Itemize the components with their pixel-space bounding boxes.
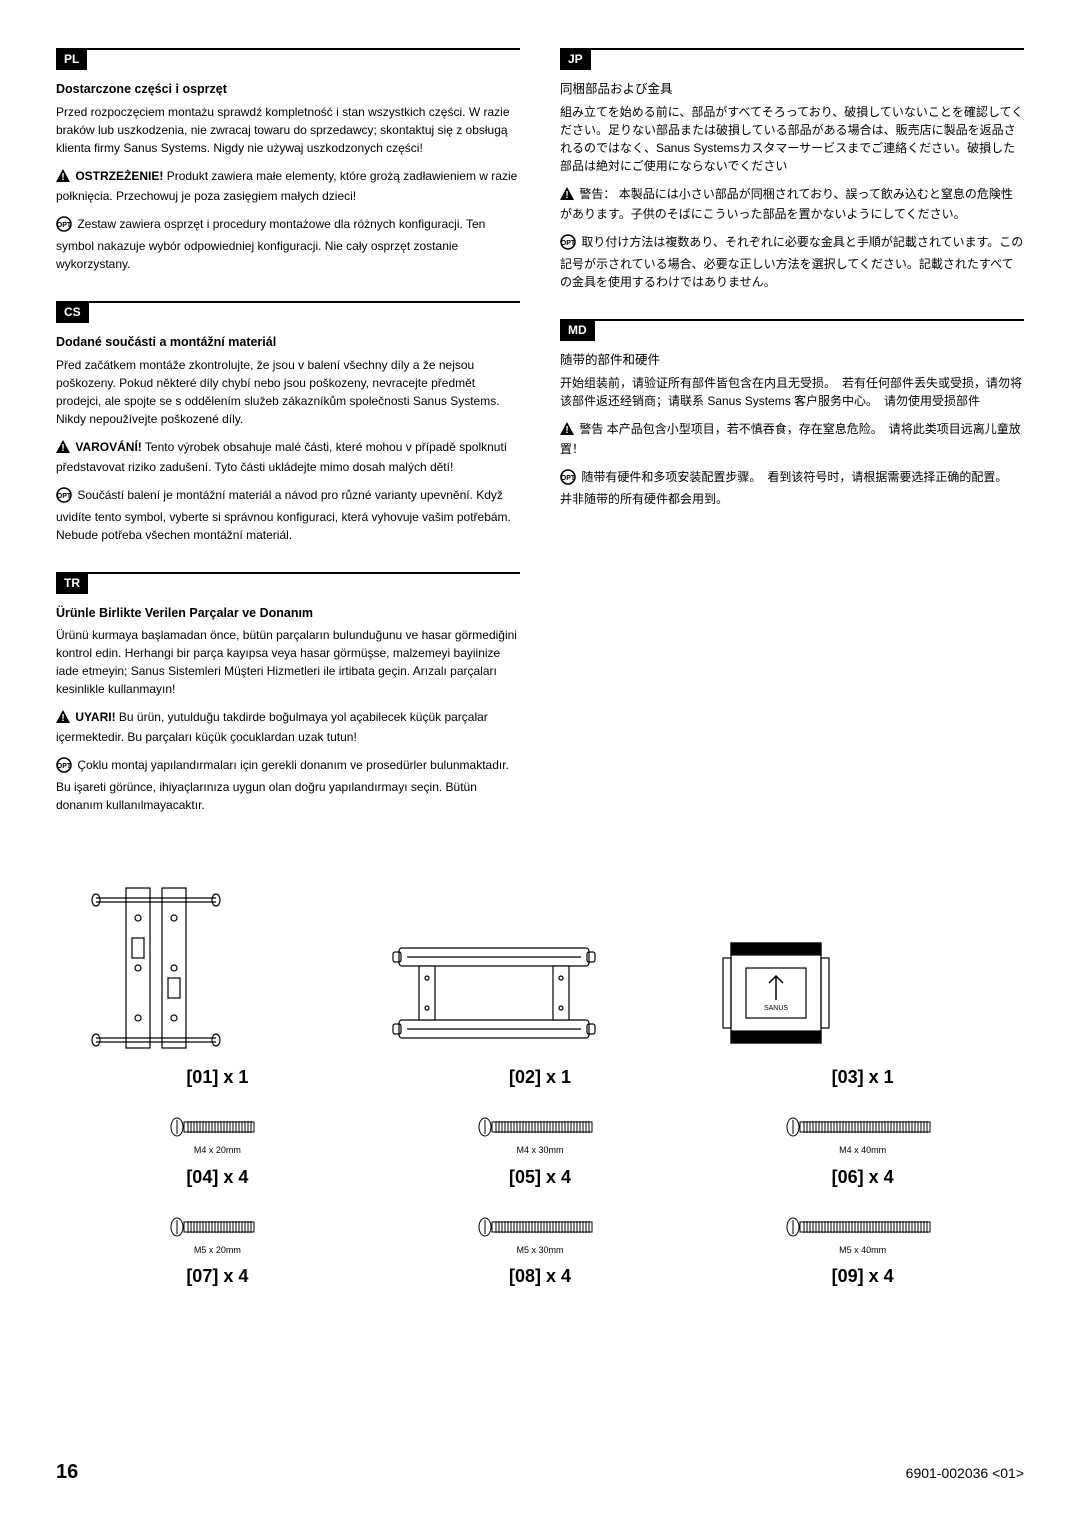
screw-spec: M5 x 40mm bbox=[701, 1244, 1024, 1258]
screw-item: M5 x 30mm [08] x 4 bbox=[379, 1217, 702, 1291]
screw-spec: M4 x 40mm bbox=[701, 1144, 1024, 1158]
part-03: SANUS [03] x 1 bbox=[701, 928, 1024, 1091]
lang-header: MD bbox=[560, 319, 1024, 341]
screw-spec: M4 x 30mm bbox=[379, 1144, 702, 1158]
page-number: 16 bbox=[56, 1457, 78, 1487]
warning-icon: ! bbox=[56, 710, 70, 728]
svg-text:OPT: OPT bbox=[57, 222, 72, 229]
svg-text:OPT: OPT bbox=[561, 240, 576, 247]
part-02: [02] x 1 bbox=[379, 928, 702, 1091]
opt-text: OPT 取り付け方法は複数あり、それぞれに必要な金具と手順が記載されています。こ… bbox=[560, 233, 1024, 291]
warning-text: ! OSTRZEŻENIE! Produkt zawiera małe elem… bbox=[56, 167, 520, 205]
lang-code: TR bbox=[56, 572, 88, 594]
part-label: [06] x 4 bbox=[701, 1164, 1024, 1191]
lang-block-jp: JP 同梱部品および金具 組み立てを始める前に、部品がすべてそろっており、破損し… bbox=[560, 48, 1024, 291]
warning-text: ! 警告 本产品包含小型项目，若不慎吞食，存在窒息危险。 请将此类项目远离儿童放… bbox=[560, 420, 1024, 458]
lang-code: PL bbox=[56, 48, 87, 70]
body-text: Przed rozpoczęciem montażu sprawdź kompl… bbox=[56, 103, 520, 157]
screw-spec: M4 x 20mm bbox=[56, 1144, 379, 1158]
opt-icon: OPT bbox=[560, 469, 576, 490]
part-label: [03] x 1 bbox=[701, 1064, 1024, 1091]
warning-icon: ! bbox=[56, 169, 70, 187]
screw-item: M4 x 30mm [05] x 4 bbox=[379, 1117, 702, 1191]
body-text: Ürünü kurmaya başlamadan önce, bütün par… bbox=[56, 626, 520, 698]
svg-text:SANUS: SANUS bbox=[764, 1005, 788, 1012]
lang-header: JP bbox=[560, 48, 1024, 70]
screw-item: M4 x 40mm [06] x 4 bbox=[701, 1117, 1024, 1191]
lang-code: JP bbox=[560, 48, 591, 70]
svg-text:!: ! bbox=[565, 190, 568, 200]
section-title: Ürünle Birlikte Verilen Parçalar ve Dona… bbox=[56, 604, 520, 623]
screw-spec: M5 x 20mm bbox=[56, 1244, 379, 1258]
section-title: Dostarczone części i osprzęt bbox=[56, 80, 520, 99]
warning-icon: ! bbox=[560, 187, 574, 205]
part-label: [08] x 4 bbox=[379, 1263, 702, 1290]
svg-text:OPT: OPT bbox=[57, 763, 72, 770]
opt-text: OPT Zestaw zawiera osprzęt i procedury m… bbox=[56, 215, 520, 273]
screw-item: M5 x 20mm [07] x 4 bbox=[56, 1217, 379, 1291]
svg-text:!: ! bbox=[61, 713, 64, 723]
footer: 16 6901-002036 <01> bbox=[56, 1457, 1024, 1487]
section-title: 随带的部件和硬件 bbox=[560, 351, 1024, 370]
section-title: 同梱部品および金具 bbox=[560, 80, 1024, 99]
body-text: 組み立てを始める前に、部品がすべてそろっており、破損していないことを確認してくだ… bbox=[560, 103, 1024, 175]
part-label: [02] x 1 bbox=[379, 1064, 702, 1091]
svg-text:!: ! bbox=[565, 425, 568, 435]
part-01: [01] x 1 bbox=[56, 878, 379, 1091]
warning-icon: ! bbox=[560, 422, 574, 440]
section-title: Dodané součásti a montážní materiál bbox=[56, 333, 520, 352]
opt-icon: OPT bbox=[56, 487, 72, 508]
part-label: [07] x 4 bbox=[56, 1263, 379, 1290]
warning-icon: ! bbox=[56, 440, 70, 458]
opt-icon: OPT bbox=[56, 216, 72, 237]
part-label: [01] x 1 bbox=[56, 1064, 379, 1091]
parts-section: [01] x 1 [02] x 1 bbox=[56, 878, 1024, 1290]
lang-header: CS bbox=[56, 301, 520, 323]
lang-block-md: MD 随带的部件和硬件 开始组装前，请验证所有部件皆包含在内且无受损。 若有任何… bbox=[560, 319, 1024, 508]
lang-code: MD bbox=[560, 319, 595, 341]
svg-text:!: ! bbox=[61, 443, 64, 453]
svg-text:OPT: OPT bbox=[57, 493, 72, 500]
screw-spec: M5 x 30mm bbox=[379, 1244, 702, 1258]
document-number: 6901-002036 <01> bbox=[906, 1463, 1024, 1484]
screw-item: M4 x 20mm [04] x 4 bbox=[56, 1117, 379, 1191]
opt-icon: OPT bbox=[560, 234, 576, 255]
body-text: Před začátkem montáže zkontrolujte, že j… bbox=[56, 356, 520, 428]
part-label: [04] x 4 bbox=[56, 1164, 379, 1191]
lang-code: CS bbox=[56, 301, 89, 323]
screw-item: M5 x 40mm [09] x 4 bbox=[701, 1217, 1024, 1291]
lang-block-tr: TR Ürünle Birlikte Verilen Parçalar ve D… bbox=[56, 572, 520, 815]
opt-icon: OPT bbox=[56, 757, 72, 778]
part-label: [09] x 4 bbox=[701, 1263, 1024, 1290]
lang-header: PL bbox=[56, 48, 520, 70]
opt-text: OPT Çoklu montaj yapılandırmaları için g… bbox=[56, 756, 520, 814]
lang-header: TR bbox=[56, 572, 520, 594]
opt-text: OPT Součástí balení je montážní materiál… bbox=[56, 486, 520, 544]
body-text: 开始组装前，请验证所有部件皆包含在内且无受损。 若有任何部件丢失或受损，请勿将该… bbox=[560, 374, 1024, 410]
warning-text: ! UYARI! Bu ürün, yutulduğu takdirde boğ… bbox=[56, 708, 520, 746]
warning-text: ! VAROVÁNÍ! Tento výrobek obsahuje malé … bbox=[56, 438, 520, 476]
svg-text:!: ! bbox=[61, 172, 64, 182]
svg-text:OPT: OPT bbox=[561, 475, 576, 482]
warning-text: ! 警告： 本製品には小さい部品が同梱されており、誤って飲み込むと窒息の危険性が… bbox=[560, 185, 1024, 223]
opt-text: OPT 随带有硬件和多项安装配置步骤。 看到该符号时，请根据需要选择正确的配置。… bbox=[560, 468, 1024, 508]
lang-block-pl: PL Dostarczone części i osprzęt Przed ro… bbox=[56, 48, 520, 273]
part-label: [05] x 4 bbox=[379, 1164, 702, 1191]
lang-block-cs: CS Dodané součásti a montážní materiál P… bbox=[56, 301, 520, 544]
